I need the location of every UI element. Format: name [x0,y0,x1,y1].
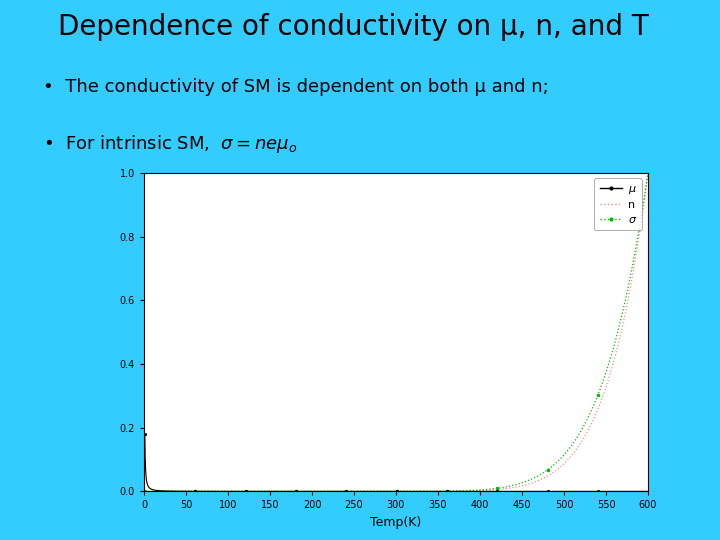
$\sigma$ [198,488,207,495]
n [198,488,207,495]
n [140,488,149,495]
$\sigma$ [580,422,588,429]
$\sigma$ [644,170,652,176]
$\mu$ [355,488,364,495]
Text: •  The conductivity of SM is dependent on both μ and n;: • The conductivity of SM is dependent on… [43,78,549,96]
$\sigma$ [140,488,149,495]
$\sigma$ [634,232,642,238]
$\mu$ [140,431,149,437]
$\mu$ [198,488,207,495]
X-axis label: Temp(K): Temp(K) [370,516,422,529]
n [333,488,342,495]
Text: Dependence of conductivity on μ, n, and T: Dependence of conductivity on μ, n, and … [58,13,648,41]
n [355,488,364,495]
Text: •  For intrinsic SM,  $\sigma = ne\mu_o$: • For intrinsic SM, $\sigma = ne\mu_o$ [43,133,298,155]
$\mu$ [333,488,342,495]
Line: $\mu$: $\mu$ [143,433,649,493]
Line: n: n [145,173,648,491]
n [644,170,652,176]
$\sigma$ [355,488,364,495]
$\mu$ [634,488,642,495]
n [580,435,588,441]
$\mu$ [580,488,588,495]
n [228,488,236,495]
$\sigma$ [333,488,342,495]
$\mu$ [228,488,236,495]
$\sigma$ [228,488,236,495]
Line: $\sigma$: $\sigma$ [143,171,650,494]
$\mu$ [644,488,652,495]
Legend: $\mu$, n, $\sigma$: $\mu$, n, $\sigma$ [594,178,642,231]
n [634,239,642,246]
